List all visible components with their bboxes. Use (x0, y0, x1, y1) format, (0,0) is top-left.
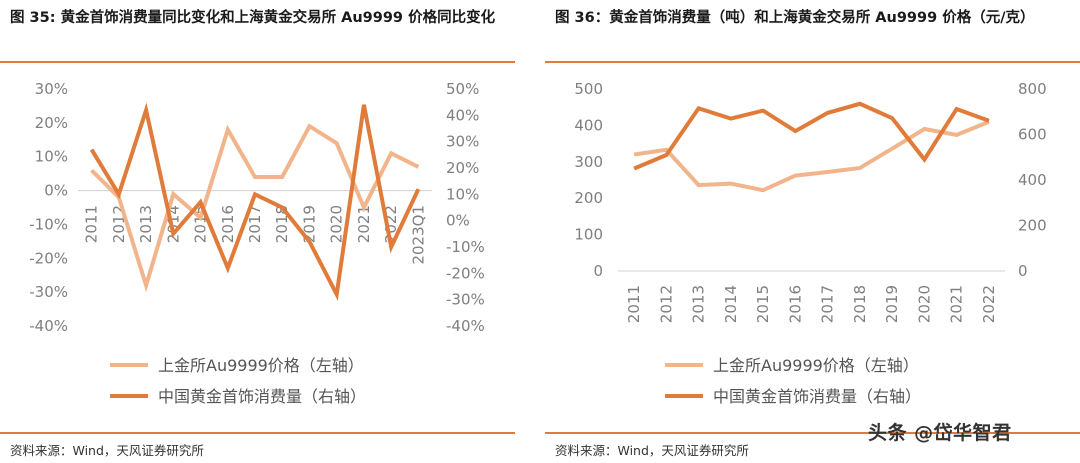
footer-divider (545, 432, 1080, 434)
series-line-price (90, 123, 420, 293)
y-right-tick-label: 50% (446, 80, 479, 98)
legend-label: 上金所Au9999价格（左轴） (713, 356, 919, 375)
y-right-tick-label: 200 (1018, 217, 1047, 235)
x-tick-label: 2011 (83, 205, 101, 243)
y-right-tick-label: -40% (446, 317, 485, 335)
chart-panel-left: 图 35: 黄金首饰消费量同比变化和上海黄金交易所 Au9999 价格同比变化 … (0, 0, 520, 463)
y-right-tick-label: -20% (446, 264, 485, 282)
x-tick-label: 2023Q1 (409, 205, 427, 265)
x-tick-label: 2013 (690, 285, 708, 323)
x-tick-label: 2019 (300, 205, 318, 243)
y-right-tick-label: 10% (446, 185, 479, 203)
y-left-tick-label: 500 (574, 80, 603, 98)
y-right-tick-label: -30% (446, 291, 485, 309)
x-tick-label: 2021 (948, 285, 966, 323)
x-tick-label: 2017 (819, 285, 837, 323)
legend-label: 中国黄金首饰消费量（右轴） (158, 387, 366, 406)
y-right-tick-label: 0% (446, 212, 470, 230)
chart-title: 图 36：黄金首饰消费量（吨）和上海黄金交易所 Au9999 价格（元/克） (555, 10, 1035, 26)
source-note: 资料来源：Wind，天风证券研究所 (555, 443, 749, 458)
y-right-tick-label: 400 (1018, 171, 1047, 189)
y-left-tick-label: 20% (35, 114, 68, 132)
y-right-tick-label: 40% (446, 106, 479, 124)
x-tick-label: 2011 (625, 285, 643, 323)
y-left-tick-label: -40% (29, 317, 68, 335)
series-line-price (633, 119, 990, 193)
x-tick-label: 2013 (137, 205, 155, 243)
y-left-tick-label: -20% (29, 249, 68, 267)
x-tick-label: 2016 (219, 205, 237, 243)
x-tick-label: 2019 (883, 285, 901, 323)
y-right-tick-label: -10% (446, 238, 485, 256)
y-right-tick-label: 800 (1018, 80, 1047, 98)
chart-panel-right: 图 36：黄金首饰消费量（吨）和上海黄金交易所 Au9999 价格（元/克） 5… (545, 0, 1080, 463)
y-right-tick-label: 0 (1018, 262, 1028, 280)
title-divider (545, 61, 1080, 63)
y-left-tick-label: 30% (35, 80, 68, 98)
title-divider (0, 61, 515, 63)
y-right-tick-label: 600 (1018, 126, 1047, 144)
x-tick-label: 2018 (851, 285, 869, 323)
y-left-tick-label: -30% (29, 283, 68, 301)
x-tick-label: 2022 (980, 285, 998, 323)
legend-label: 上金所Au9999价格（左轴） (158, 356, 364, 375)
watermark: 头条 @岱华智君 (868, 422, 1012, 444)
x-tick-label: 2020 (328, 205, 346, 243)
y-left-tick-label: 200 (574, 189, 603, 207)
y-left-tick-label: 0 (593, 262, 603, 280)
x-tick-label: 2015 (754, 285, 772, 323)
y-right-tick-label: 20% (446, 159, 479, 177)
series-line-consumption (633, 101, 990, 171)
y-left-tick-label: 10% (35, 148, 68, 166)
y-left-tick-label: 300 (574, 153, 603, 171)
footer-divider (0, 432, 515, 434)
y-left-tick-label: 100 (574, 226, 603, 244)
x-tick-label: 2021 (355, 205, 373, 243)
x-tick-label: 2017 (246, 205, 264, 243)
y-left-tick-label: -10% (29, 215, 68, 233)
chart-left: 30% 20% 10% 0% -10% -20% -30% -40% 50% 40% 30% 20% 1… (29, 80, 485, 406)
legend-label: 中国黄金首饰消费量（右轴） (713, 387, 921, 406)
source-note: 资料来源：Wind，天风证券研究所 (10, 443, 204, 458)
x-tick-label: 2020 (915, 285, 933, 323)
series-line-consumption (89, 102, 421, 301)
y-right-tick-label: 30% (446, 133, 479, 151)
x-tick-label: 2016 (786, 285, 804, 323)
chart-title: 图 35: 黄金首饰消费量同比变化和上海黄金交易所 Au9999 价格同比变化 (10, 10, 496, 26)
x-tick-label: 2012 (657, 285, 675, 323)
x-tick-label: 2014 (722, 285, 740, 323)
y-left-tick-label: 400 (574, 116, 603, 134)
y-left-tick-label: 0% (44, 182, 68, 200)
